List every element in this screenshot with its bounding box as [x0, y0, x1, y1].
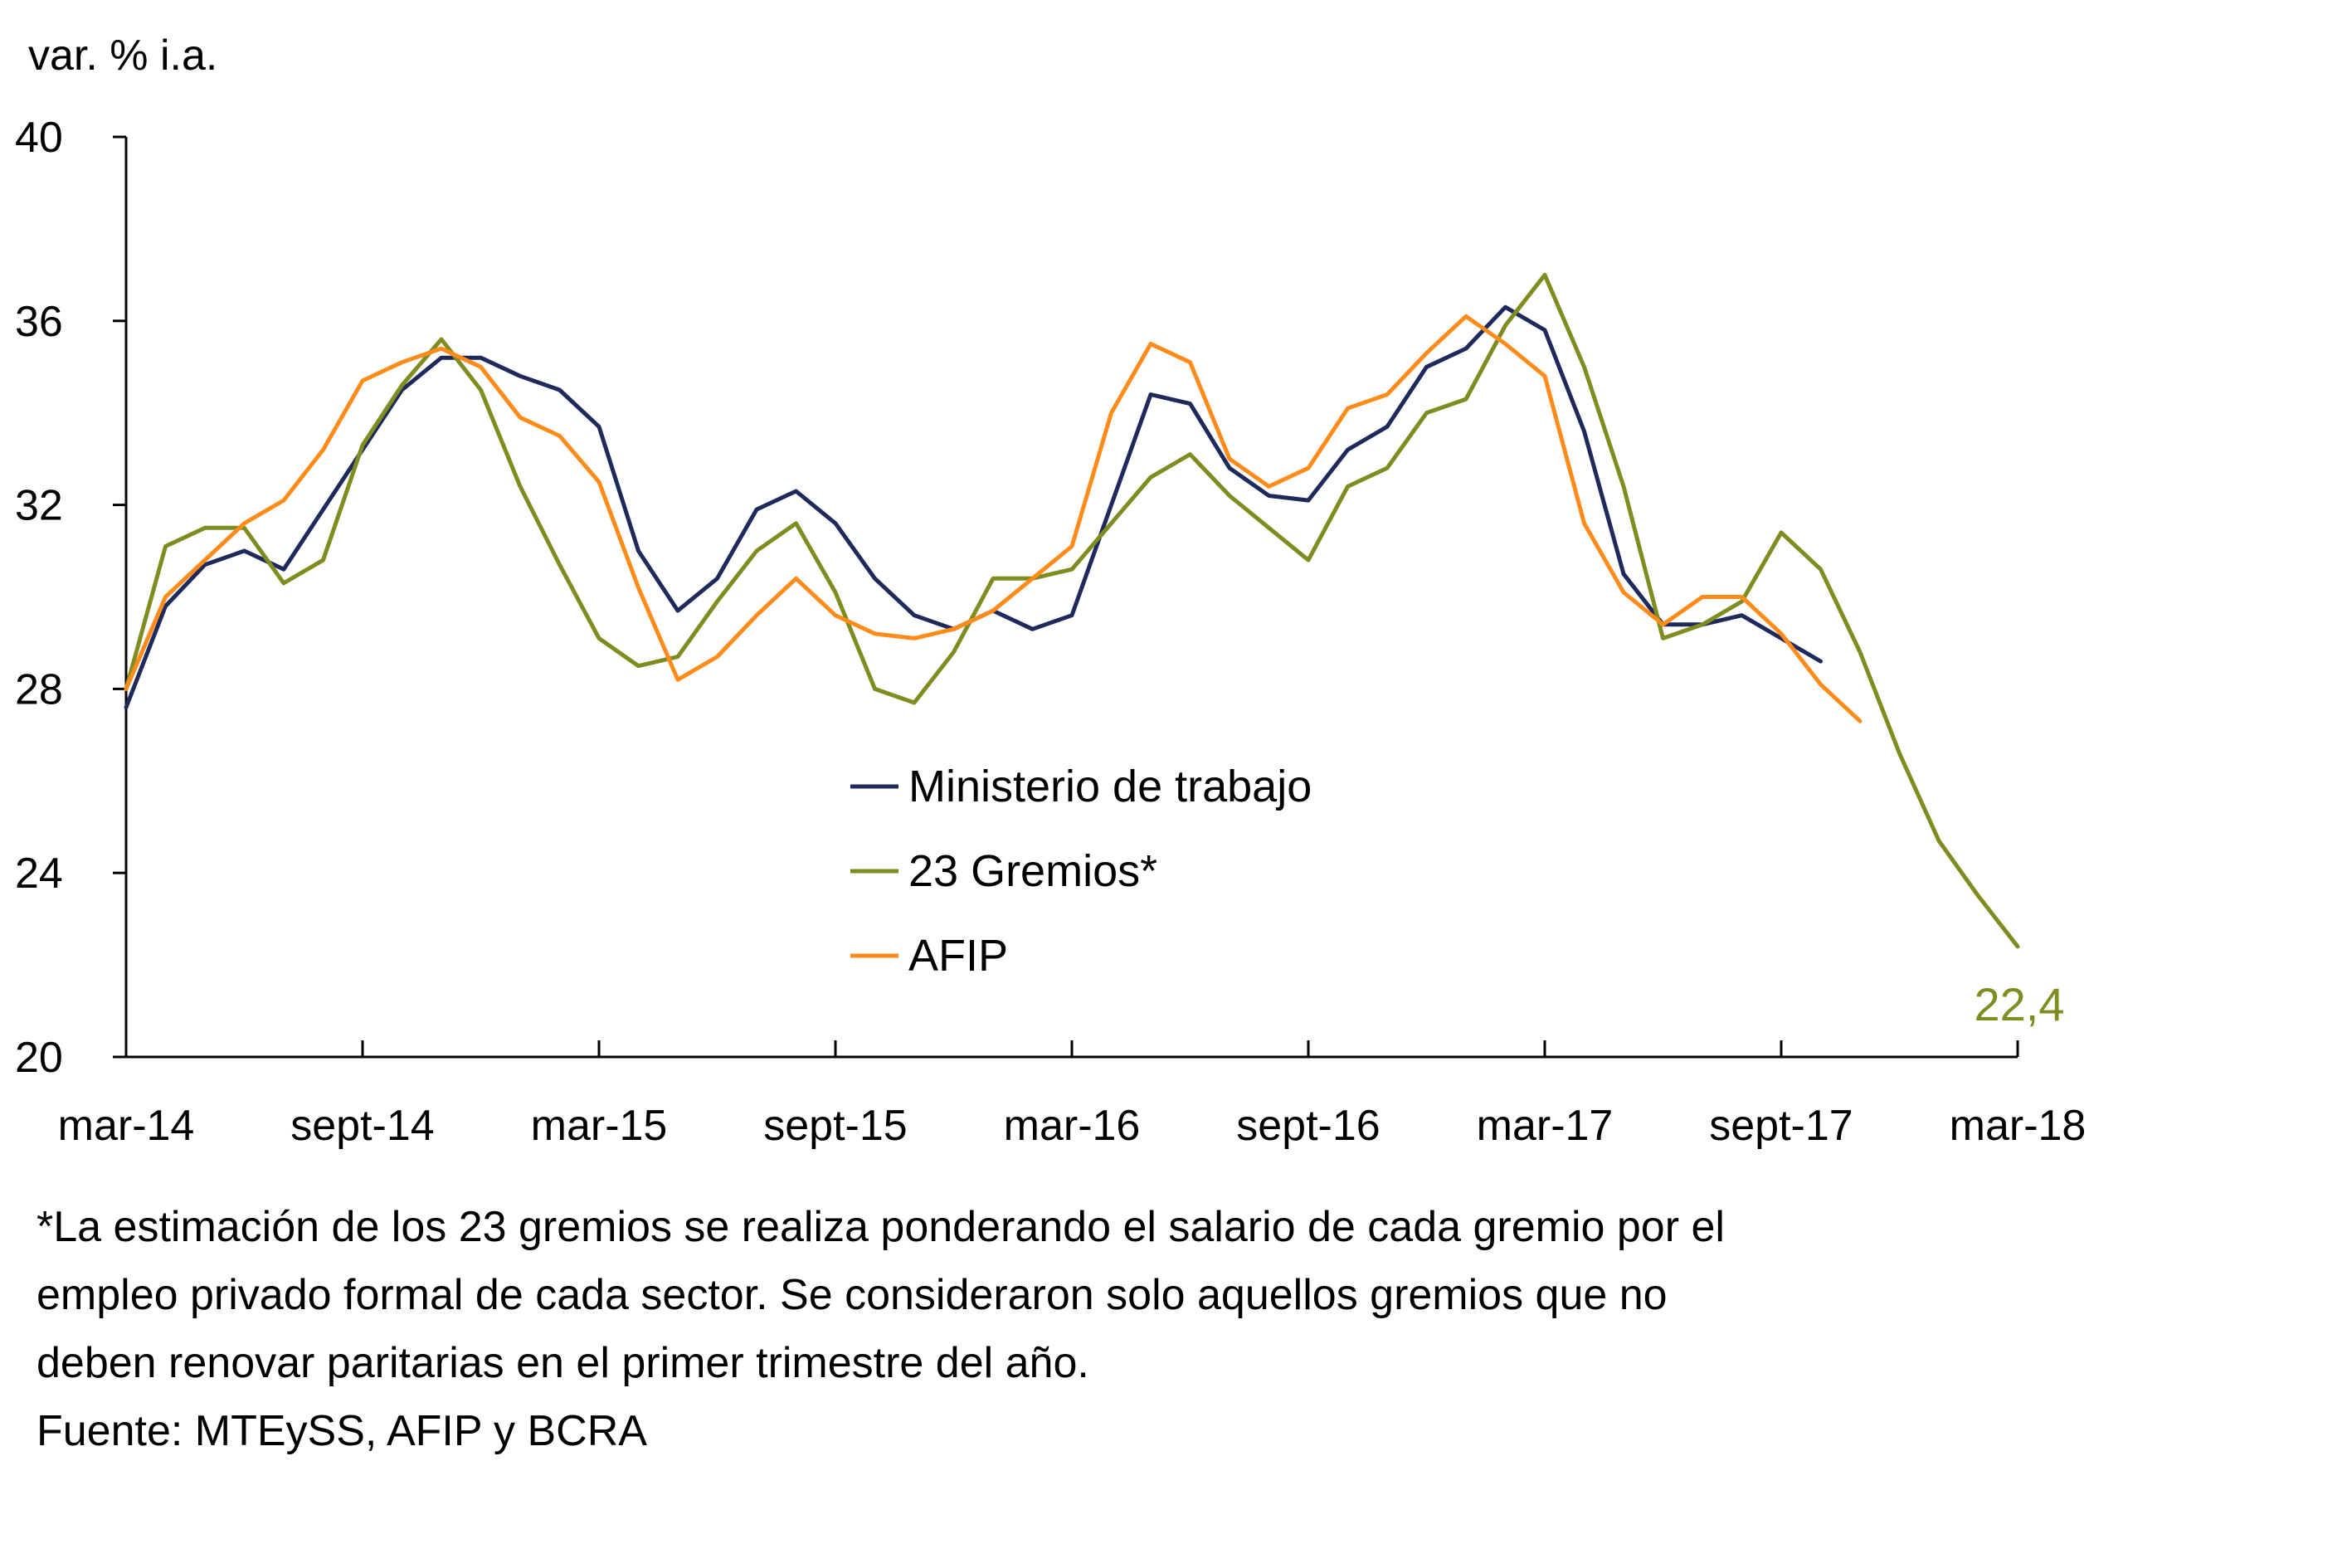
footnote-line-1: *La estimación de los 23 gremios se real…: [37, 1203, 1725, 1251]
x-tick-label-sept-16: sept-16: [1236, 1102, 1380, 1150]
x-tick-label-sept-15: sept-15: [763, 1102, 907, 1150]
x-tick-label-mar-16: mar-16: [1004, 1102, 1141, 1150]
x-tick-label-sept-17: sept-17: [1709, 1102, 1853, 1150]
x-tick-label-mar-14: mar-14: [58, 1102, 195, 1150]
y-tick-label-36: 36: [15, 298, 63, 346]
x-tick-label-sept-14: sept-14: [290, 1102, 434, 1150]
x-tick-label-mar-15: mar-15: [531, 1102, 668, 1150]
legend-label-2: AFIP: [908, 931, 1008, 981]
y-tick-label-40: 40: [15, 114, 63, 162]
y-tick-label-32: 32: [15, 482, 63, 530]
x-tick-label-mar-17: mar-17: [1477, 1102, 1614, 1150]
series-line-0: [124, 304, 1823, 710]
legend: Ministerio de trabajo 23 Gremios* AFIP: [850, 762, 1312, 981]
series-line-1: [124, 272, 2020, 949]
footnote: *La estimación de los 23 gremios se real…: [37, 1193, 2277, 1465]
y-tick-label-24: 24: [15, 850, 63, 898]
legend-label-1: 23 Gremios*: [908, 846, 1157, 896]
end-label-1: 22,4: [1975, 978, 2065, 1030]
series-line-2: [124, 314, 1863, 723]
end-labels: 22,4: [1975, 978, 2065, 1030]
y-tick-labels: 20 24 28 32 36 40: [15, 114, 63, 1082]
footnote-line-3: deben renovar paritarias en el primer tr…: [37, 1339, 1089, 1387]
axis-ticks: [113, 135, 2019, 1059]
series-lines: [124, 272, 2020, 949]
y-tick-label-28: 28: [15, 665, 63, 713]
x-tick-label-mar-18: mar-18: [1950, 1102, 2087, 1150]
footnote-line-2: empleo privado formal de cada sector. Se…: [37, 1271, 1668, 1319]
legend-label-0: Ministerio de trabajo: [908, 762, 1312, 811]
source-line: Fuente: MTEySS, AFIP y BCRA: [37, 1407, 647, 1455]
y-tick-label-20: 20: [15, 1034, 63, 1082]
x-tick-labels: mar-14 sept-14 mar-15 sept-15 mar-16 sept-16 m…: [58, 1102, 2087, 1150]
y-axis-unit-label: var. % i.a.: [28, 32, 217, 80]
